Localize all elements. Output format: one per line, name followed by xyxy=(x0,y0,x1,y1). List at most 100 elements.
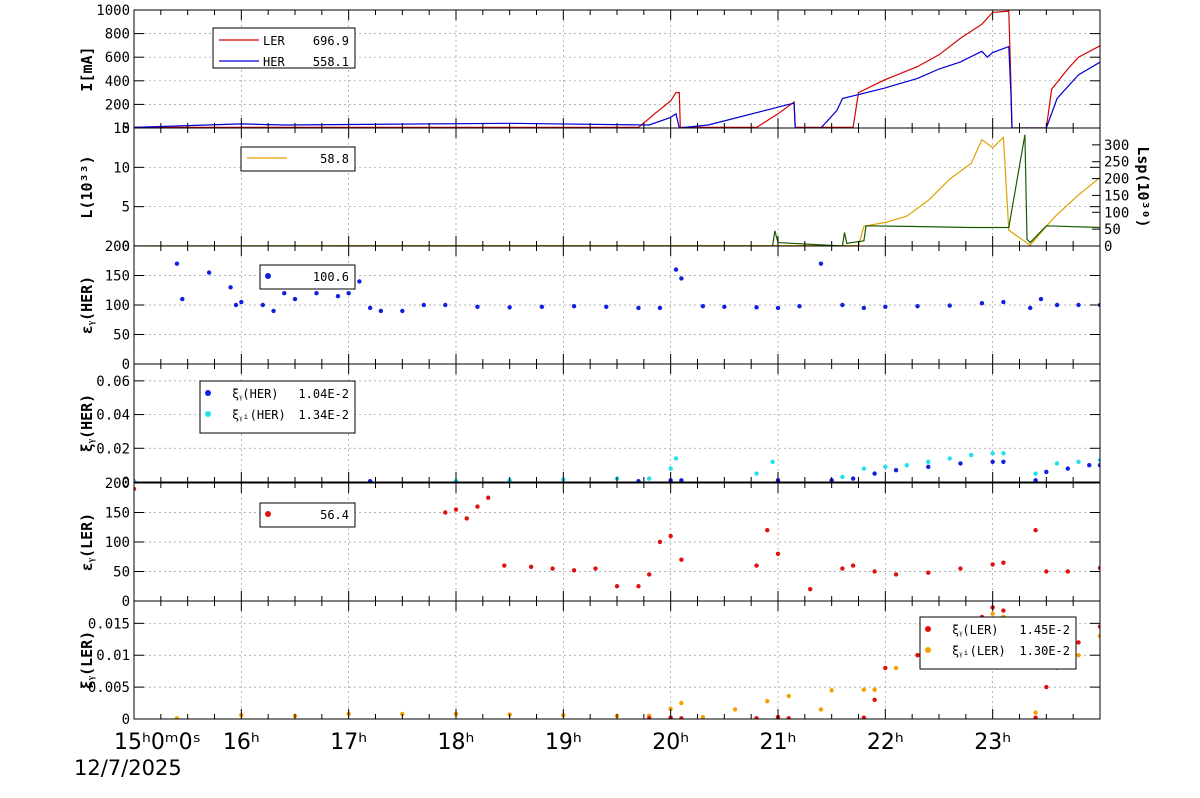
series-point-xi_y_HER xyxy=(1044,469,1049,475)
series-point-xi_y_HER xyxy=(1097,462,1100,468)
series-point-emit_y_HER xyxy=(818,261,824,266)
series-point-emit_y_HER xyxy=(947,303,952,308)
series-point-emit_y_LER xyxy=(840,566,845,571)
series-group xyxy=(134,134,1100,246)
series-point-xi_yi_HER xyxy=(1033,471,1038,476)
legend-label: LER xyxy=(263,34,285,48)
series-group xyxy=(174,261,1100,314)
series-point-emit_y_HER xyxy=(979,301,985,306)
series-point-xi_y_HER xyxy=(958,461,963,466)
series-point-emit_y_LER xyxy=(775,551,781,556)
series-point-xi_yi_LER xyxy=(818,707,824,712)
series-point-xi_y_HER xyxy=(636,478,641,482)
y-axis-label: εᵧ(HER) xyxy=(78,276,96,334)
series-point-emit_y_HER xyxy=(378,308,384,314)
series-point-emit_y_HER xyxy=(335,293,341,299)
x-axis: 15ʰ0ᵐ0ˢ 16ʰ 17ʰ 18ʰ 19ʰ 20ʰ 21ʰ 22ʰ 23ʰ xyxy=(114,730,1011,755)
series-point-xi_y_LER xyxy=(883,665,888,671)
series-point-emit_y_HER xyxy=(797,303,802,309)
series-point-xi_y_LER xyxy=(1076,640,1081,645)
legend-value: 558.1 xyxy=(313,55,349,69)
panel-frame xyxy=(133,127,1101,247)
series-line-HER xyxy=(134,45,1100,128)
series-point-emit_y_HER xyxy=(206,270,212,275)
series-point-xi_y_LER xyxy=(861,715,867,719)
legend-value: 1.45E-2 xyxy=(1019,623,1070,637)
series-point-emit_y_HER xyxy=(282,291,287,296)
series-point-emit_y_HER xyxy=(174,261,180,266)
y2-tick-label: 50 xyxy=(1104,222,1121,238)
series-point-emit_y_HER xyxy=(1054,302,1060,308)
series-point-emit_y_HER xyxy=(722,304,727,309)
y-tick-label: 0 xyxy=(122,594,130,610)
series-point-xi_y_LER xyxy=(1097,624,1100,629)
series-point-xi_y_HER xyxy=(893,468,899,473)
series-point-emit_y_HER xyxy=(571,303,577,309)
series-point-xi_yi_HER xyxy=(969,452,974,458)
x-tick-label: 21ʰ xyxy=(760,730,797,755)
series-point-emit_y_LER xyxy=(1065,569,1071,574)
series-point-emit_y_LER xyxy=(636,584,641,589)
series-point-xi_y_LER xyxy=(915,653,920,658)
series-point-xi_yi_HER xyxy=(861,466,867,471)
series-point-emit_y_HER xyxy=(1028,305,1033,311)
y2-tick-label: 300 xyxy=(1104,138,1129,154)
series-point-emit_y_HER xyxy=(507,305,512,310)
legend-value: 56.4 xyxy=(320,508,349,522)
y2-tick-label: 150 xyxy=(1104,188,1129,204)
series-point-emit_y_LER xyxy=(464,516,469,521)
series-point-xi_y_HER xyxy=(367,478,373,482)
series-point-xi_yi_LER xyxy=(668,706,673,711)
series-point-emit_y_HER xyxy=(861,305,867,311)
series-point-xi_y_HER xyxy=(1001,459,1006,464)
y-tick-label: 50 xyxy=(113,565,130,581)
series-point-emit_y_HER xyxy=(367,305,373,311)
series-point-emit_y_LER xyxy=(893,572,899,577)
series-point-xi_yi_HER xyxy=(904,462,909,468)
series-point-emit_y_LER xyxy=(571,568,577,573)
legend-value: 100.6 xyxy=(313,270,349,284)
series-point-emit_y_HER xyxy=(604,304,609,309)
legend-label: ξᵧᵢ(HER) xyxy=(232,408,286,422)
y-tick-label: 0.04 xyxy=(96,408,130,424)
series-point-emit_y_HER xyxy=(636,305,641,311)
series-point-emit_y_HER xyxy=(679,276,684,281)
x-tick-label: 16ʰ xyxy=(223,730,260,755)
series-point-emit_y_LER xyxy=(657,539,663,545)
series-point-xi_yi_HER xyxy=(673,456,679,461)
series-point-emit_y_LER xyxy=(679,557,684,562)
series-point-emit_y_LER xyxy=(647,572,652,577)
series-point-emit_y_LER xyxy=(808,587,813,592)
series-point-xi_y_HER xyxy=(850,476,856,481)
y-tick-label: 150 xyxy=(105,506,130,522)
series-point-emit_y_HER xyxy=(673,267,679,272)
y-tick-label: 5 xyxy=(122,200,130,216)
series-point-emit_y_LER xyxy=(1044,569,1049,574)
series-point-emit_y_LER xyxy=(668,533,673,539)
x-tick-label: 17ʰ xyxy=(330,730,367,755)
panel-luminosity: 051015050100150200250300Lsp(10³⁰)L(10³³)… xyxy=(78,121,1152,255)
legend-marker xyxy=(205,390,211,396)
y2-tick-label: 0 xyxy=(1104,239,1112,255)
series-point-xi_yi_HER xyxy=(668,466,673,471)
series-point-xi_yi_HER xyxy=(770,459,775,464)
series-point-emit_y_HER xyxy=(443,302,448,308)
y-tick-label: 0.06 xyxy=(96,374,130,390)
y-axis-label: εᵧ(LER) xyxy=(78,513,96,571)
legend-box xyxy=(259,264,356,290)
legend-value: 1.04E-2 xyxy=(298,387,349,401)
y-tick-label: 400 xyxy=(105,74,130,90)
date-label: 12/7/2025 xyxy=(74,756,182,780)
series-point-xi_yi_LER xyxy=(174,716,180,719)
panel-emit_y_her: 0 50 100 150 200 εᵧ(HER) 100.6 xyxy=(78,239,1101,373)
series-point-emit_y_LER xyxy=(134,486,137,492)
series-point-xi_yi_LER xyxy=(732,707,738,712)
series-point-emit_y_LER xyxy=(550,566,555,571)
series-point-xi_yi_LER xyxy=(1097,633,1100,639)
series-point-emit_y_HER xyxy=(539,304,545,309)
series-point-emit_y_LER xyxy=(1033,528,1038,533)
legend-marker xyxy=(265,273,271,279)
legend-box xyxy=(199,380,356,434)
